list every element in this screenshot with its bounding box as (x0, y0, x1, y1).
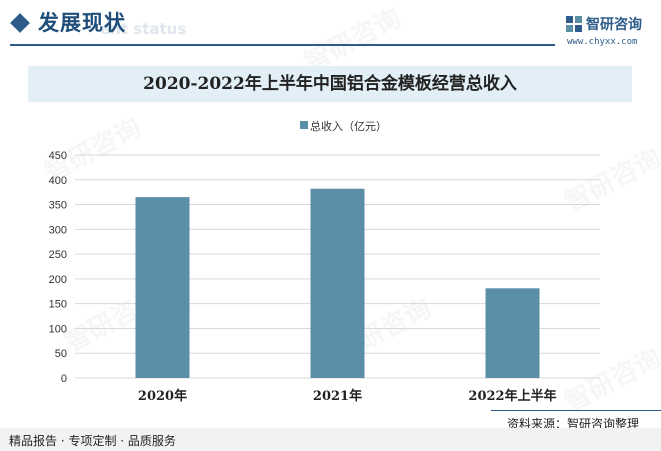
section-title: 发展现状 (38, 11, 126, 35)
legend-label: 总收入（亿元） (310, 120, 387, 133)
footer-band: 精品报告 · 专项定制 · 品质服务 (0, 428, 661, 451)
logo-url: www.chyxx.com (567, 37, 638, 47)
brand-logo: 智研咨询 www.chyxx.com (566, 14, 656, 50)
bar (485, 288, 540, 378)
x-tick-label: 2021年 (313, 388, 362, 404)
footer-slogan: 精品报告 · 专项定制 · 品质服务 (9, 434, 176, 448)
chart-title: 2020-2022年上半年中国铝合金模板经营总收入 (143, 74, 517, 94)
chart-title-band: 2020-2022年上半年中国铝合金模板经营总收入 (28, 66, 632, 102)
footer-divider (491, 410, 661, 411)
source-note: 资料来源：智研咨询整理 (507, 417, 640, 431)
y-tick-label: 50 (55, 348, 67, 360)
x-tick-label: 2020年 (138, 388, 187, 404)
section-header: ent status 发展现状 (0, 0, 661, 52)
logo-mark-icon (566, 16, 582, 32)
y-tick-label: 300 (49, 224, 67, 236)
bar (135, 197, 190, 378)
y-tick-label: 150 (49, 299, 67, 311)
logo-name: 智研咨询 (586, 17, 642, 33)
header-ghost-text: ent status (100, 20, 187, 38)
y-tick-label: 250 (49, 249, 67, 261)
y-tick-label: 350 (49, 200, 67, 212)
x-tick-label: 2022年上半年 (468, 388, 556, 404)
y-tick-label: 400 (49, 175, 67, 187)
y-tick-label: 0 (61, 373, 67, 385)
bar (310, 188, 365, 378)
y-tick-label: 450 (49, 150, 67, 162)
y-tick-label: 100 (49, 323, 67, 335)
legend-swatch (300, 121, 308, 129)
y-tick-label: 200 (49, 274, 67, 286)
header-divider (10, 44, 555, 46)
